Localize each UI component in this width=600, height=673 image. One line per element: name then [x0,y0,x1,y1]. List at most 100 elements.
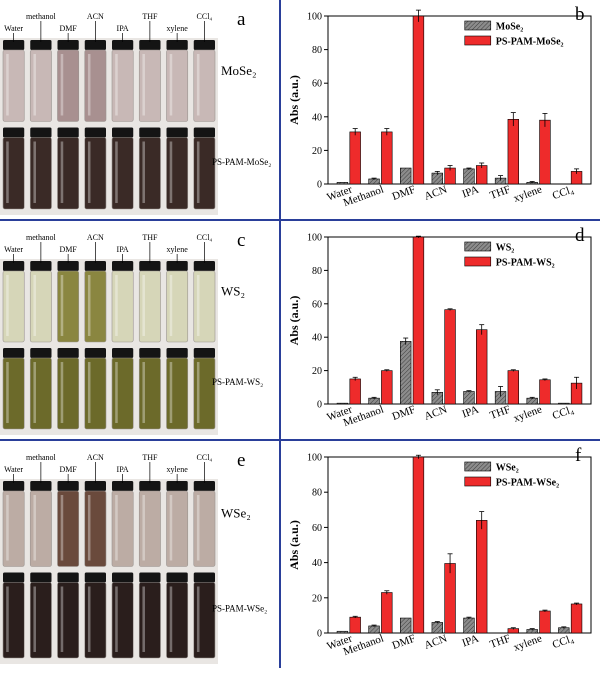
panel-letter: b [575,4,585,25]
bar-ps-pam [349,378,361,405]
y-tick-label: 60 [312,299,322,310]
legend-label: PS-PAM-WSe₂ [496,478,559,489]
panel-letter: f [575,445,582,466]
y-axis-label: Abs (a.u.) [287,75,301,125]
bar-ps-pam [539,379,551,405]
bar-ps-pam [476,329,488,405]
vial-cap [57,572,79,583]
vial-highlight [115,495,118,561]
vial-highlight [6,54,9,116]
solvent-label: Water [4,24,23,33]
vial-body [29,137,52,210]
vial-highlight [87,275,91,336]
vial-cap [193,481,216,491]
pristine-label: WS₂ [221,284,245,299]
bar-ps-pam [476,165,488,185]
bar-pristine [558,402,570,405]
vial-body [193,582,216,659]
vial-cap [139,127,161,138]
y-tick-label: 0 [317,629,322,640]
vial-body [166,49,189,122]
vial-cap [84,261,107,271]
y-tick-label: 100 [307,453,322,464]
bar-ps-pam [507,119,519,185]
vial-body [166,582,189,659]
vial-cap [57,127,79,138]
vial-highlight [196,54,200,116]
y-tick-label: 80 [312,488,322,499]
solvent-label: Water [4,245,23,254]
vial-body [193,49,216,122]
vial-highlight [6,141,9,203]
vial-highlight [196,586,200,652]
solvent-label: xylene [166,24,188,33]
vial-cap [84,127,107,138]
vial-highlight [87,362,91,423]
vial-body [84,137,107,210]
solvent-label: THF [142,453,158,462]
vial-cap [166,40,188,50]
solvent-label: methanol [26,233,57,242]
vial-cap [84,348,107,358]
bar-ps-pam [476,520,488,634]
vial-highlight [33,275,36,336]
vial-highlight [60,362,64,423]
vial-highlight [6,275,9,336]
y-tick-label: 0 [317,180,322,191]
y-tick-label: 100 [307,12,322,23]
vial-highlight [60,141,64,203]
x-tick-label: xylene [512,184,544,205]
vial-highlight [6,495,9,561]
composite-label: PS-PAM-MoSe₂ [212,157,271,167]
vial-body [57,490,80,567]
vial-body [138,49,161,122]
solvent-label: CCl₄ [197,453,213,462]
y-tick-label: 100 [307,233,322,244]
vial-highlight [196,275,200,336]
vial-cap [2,572,25,583]
vial-highlight [60,495,64,561]
y-axis-label: Abs (a.u.) [287,296,301,346]
vial-highlight [142,141,145,203]
vial-body [193,490,216,567]
solvent-label: IPA [117,24,129,33]
vertical-divider [279,0,281,668]
vial-body [138,582,161,659]
x-tick-label: ACN [423,633,449,652]
vial-body [84,270,107,343]
y-tick-label: 20 [312,146,322,157]
y-tick-label: 60 [312,79,322,90]
vial-body [111,49,134,122]
bar-ps-pam [444,563,456,634]
vial-body [2,137,25,210]
vial-highlight [142,54,145,116]
vial-cap [30,481,52,491]
x-tick-label: DMF [391,404,418,423]
vial-cap [139,40,161,50]
vial-cap [57,261,79,271]
vial-cap [84,481,107,491]
pristine-label: MoSe₂ [221,63,257,78]
solvent-label: methanol [26,453,57,462]
vial-highlight [169,362,173,423]
vial-body [2,490,25,567]
x-tick-label: IPA [461,633,481,650]
vial-cap [166,572,188,583]
vial-highlight [115,141,118,203]
solvent-label: ACN [87,453,104,462]
vial-cap [2,261,25,271]
vial-highlight [142,362,145,423]
bar-ps-pam [349,131,361,185]
chart-panel-d: 0 20 40 60 80 100 Abs (a.u.) Water Methanol DMF AC… [281,221,600,439]
vial-highlight [142,275,145,336]
vial-body [2,270,25,343]
x-tick-label: xylene [512,404,544,425]
vial-body [29,582,52,659]
x-tick-label: THF [488,184,512,202]
bar-ps-pam [444,309,456,405]
bar-pristine [336,630,349,634]
vial-highlight [33,586,36,652]
